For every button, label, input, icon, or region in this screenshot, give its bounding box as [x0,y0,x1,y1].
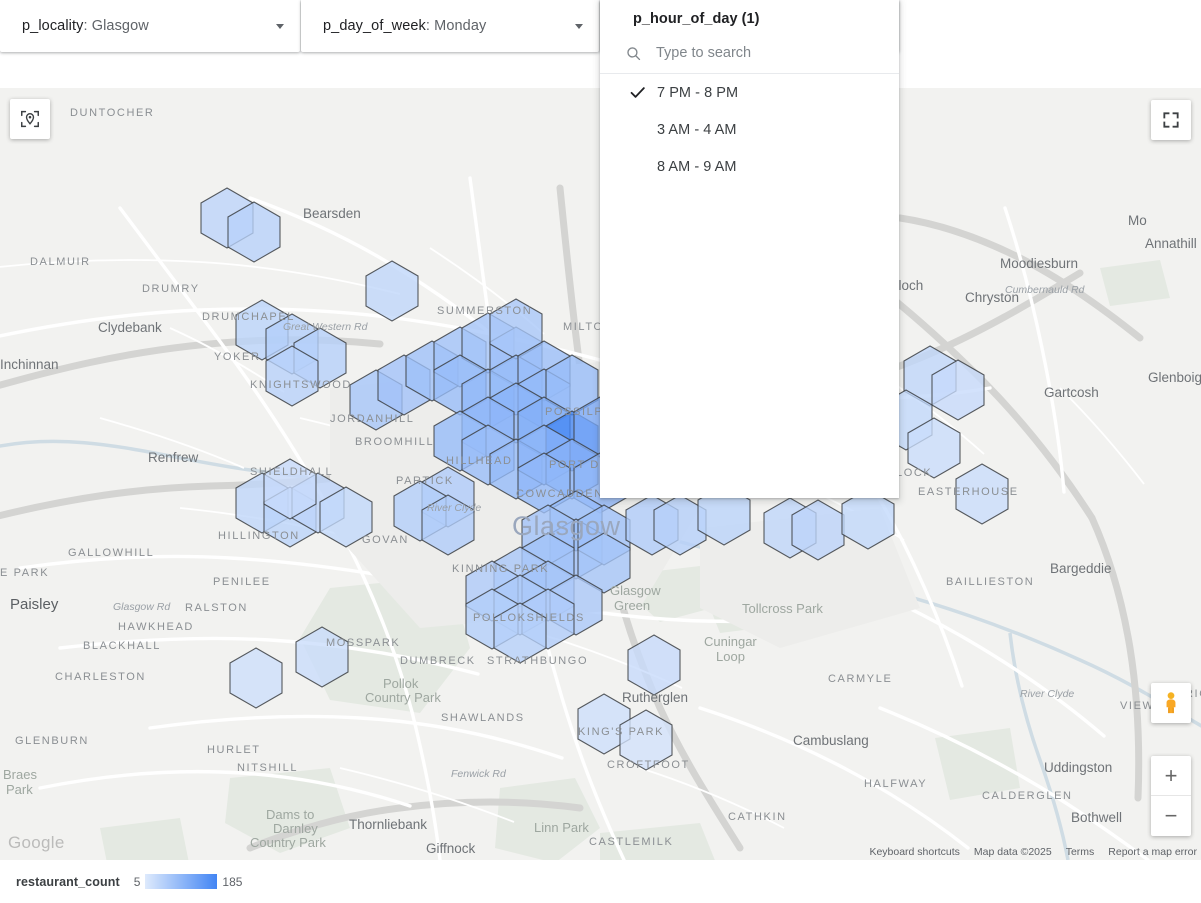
chevron-down-icon [575,23,583,29]
hexbin-cell[interactable] [627,634,681,696]
search-icon [627,46,641,60]
hexbin-cell[interactable] [931,359,985,421]
hexbin-cell[interactable] [229,647,283,709]
dropdown-search-row[interactable] [600,33,899,74]
google-logo: Google [8,833,65,852]
filter-value-label: Glasgow [91,18,149,34]
dropdown-option[interactable]: 8 AM - 9 AM [600,148,899,185]
dropdown-option[interactable]: 3 AM - 4 AM [600,111,899,148]
legend-min-value: 5 [133,874,141,889]
hexbin-cell[interactable] [493,602,547,664]
dropdown-option-list[interactable]: 7 PM - 8 PM 3 AM - 4 AM 8 AM - 9 AM [600,74,899,185]
dropdown-search-input[interactable] [656,45,866,61]
zoom-controls[interactable]: + − [1151,756,1191,836]
street-view-pegman-icon [1166,692,1176,714]
hexbin-cell[interactable] [365,260,419,322]
dropdown-title: p_hour_of_day (1) [633,11,760,27]
plus-icon: + [1164,762,1178,788]
hexbin-cell[interactable] [263,458,317,520]
zoom-out-button[interactable]: − [1151,796,1191,836]
legend-max-value: 185 [222,874,243,889]
park-polygons [100,260,1170,860]
legend-color-ramp [145,874,218,889]
hexbin-cell[interactable] [421,494,475,556]
chevron-down-icon [276,23,284,29]
hexbin-cell[interactable] [619,709,673,771]
locate-button[interactable] [10,99,50,139]
map-data-text: Map data ©2025 [973,846,1052,858]
filter-chip-p-locality[interactable]: p_locality: Glasgow [0,0,300,52]
locate-pin-icon [21,110,39,128]
hour-of-day-dropdown-panel[interactable]: p_hour_of_day (1) 7 PM - 8 PM 3 AM - 4 AM… [600,0,899,498]
zoom-in-button[interactable]: + [1151,756,1191,796]
filter-value-label: Monday [434,18,487,34]
hexbin-cell[interactable] [577,532,631,594]
dropdown-option[interactable]: 7 PM - 8 PM [600,74,899,111]
fullscreen-icon [1163,112,1179,128]
hexbin-cell[interactable] [955,463,1009,525]
minus-icon: − [1164,803,1178,828]
hexbin-cell[interactable] [841,488,895,550]
legend: restaurant_count 5 185 [0,860,1201,903]
hexbin-cell[interactable] [697,484,751,546]
hexbin-cell[interactable] [577,693,631,755]
filter-chip-p-day-of-week[interactable]: p_day_of_week: Monday [301,0,599,52]
filter-chip-label: p_locality: Glasgow [22,18,149,34]
keyboard-shortcuts-link[interactable]: Keyboard shortcuts [869,846,960,858]
fullscreen-button[interactable] [1151,100,1191,140]
report-map-error-link[interactable]: Report a map error [1108,846,1197,858]
hexbin-cell[interactable] [907,417,961,479]
hexbin-cell[interactable] [227,201,281,263]
hexbin-cell[interactable] [319,486,373,548]
check-icon [626,83,648,102]
terms-link[interactable]: Terms [1065,846,1095,858]
legend-title: restaurant_count [16,874,120,889]
filter-key-label: p_locality [22,18,84,34]
dropdown-option-label: 8 AM - 9 AM [657,158,737,175]
hexbin-cell[interactable] [295,626,349,688]
dropdown-option-label: 3 AM - 4 AM [657,121,737,138]
street-view-pegman-button[interactable] [1151,683,1191,723]
hexbin-cell[interactable] [265,345,319,407]
dropdown-option-label: 7 PM - 8 PM [657,84,739,101]
map-attribution: Keyboard shortcuts Map data ©2025 Terms … [869,846,1197,858]
filter-key-label: p_day_of_week [323,18,426,34]
hexbin-layer[interactable] [200,187,1009,771]
filter-chip-label: p_day_of_week: Monday [323,18,487,34]
